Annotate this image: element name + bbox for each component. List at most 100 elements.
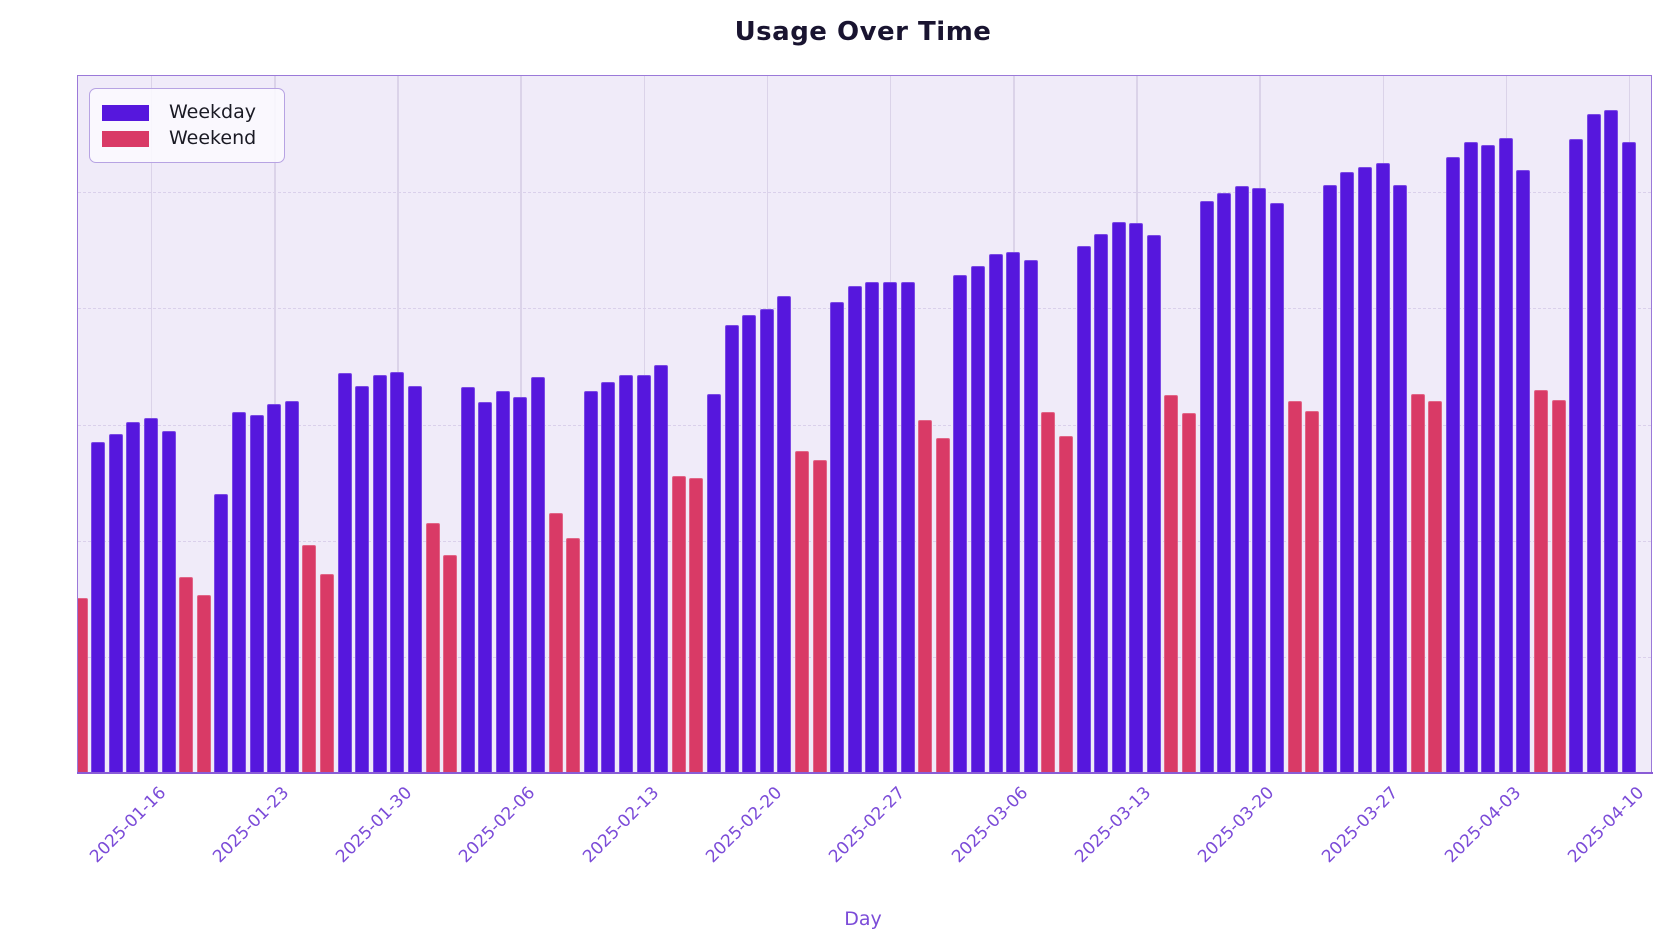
x-tick-label: 2025-02-27	[825, 783, 910, 868]
weekend-bar	[671, 475, 686, 773]
weekday-bar	[1111, 221, 1126, 773]
legend-item-weekday: Weekday	[102, 103, 274, 122]
x-tick-label: 2025-03-13	[1071, 783, 1156, 868]
weekend-bar	[548, 512, 563, 773]
x-tick-label: 2025-02-06	[455, 783, 540, 868]
weekday-bar	[337, 373, 352, 773]
weekend-bar	[1551, 399, 1566, 773]
weekday-bar	[531, 377, 546, 773]
weekend-swatch-icon	[102, 130, 149, 147]
weekday-bar	[1340, 171, 1355, 773]
weekday-bar	[1199, 200, 1214, 773]
weekend-bar	[1305, 410, 1320, 773]
weekday-bar	[390, 371, 405, 773]
weekday-bar	[988, 253, 1003, 773]
weekday-bar	[407, 385, 422, 773]
x-tick-label: 2025-03-06	[948, 783, 1033, 868]
weekday-bar	[1006, 251, 1021, 773]
weekday-bar	[900, 282, 915, 773]
weekday-bar	[1252, 187, 1267, 773]
legend-label-weekend: Weekend	[169, 127, 257, 149]
weekend-bar	[1533, 389, 1548, 773]
weekday-bar	[1375, 162, 1390, 773]
weekend-bar	[1164, 395, 1179, 773]
x-tick-label: 2025-01-30	[332, 783, 417, 868]
weekday-bar	[1076, 245, 1091, 773]
weekday-bar	[1586, 114, 1601, 773]
weekday-bar	[1358, 166, 1373, 773]
weekend-bar	[1041, 412, 1056, 773]
weekday-bar	[1234, 186, 1249, 773]
horizontal-gridline	[78, 192, 1651, 194]
weekday-bar	[953, 275, 968, 773]
weekday-bar	[1322, 184, 1337, 773]
weekday-bar	[1146, 234, 1161, 773]
chart-title: Usage Over Time	[734, 17, 992, 47]
weekday-bar	[267, 403, 282, 773]
weekday-bar	[355, 386, 370, 773]
weekday-bar	[214, 493, 229, 773]
weekend-bar	[443, 555, 458, 773]
weekday-bar	[249, 414, 264, 773]
weekend-bar	[1428, 401, 1443, 773]
weekday-bar	[161, 431, 176, 773]
x-tick-label: 2025-02-13	[578, 783, 663, 868]
weekday-bar	[970, 265, 985, 773]
weekday-bar	[1604, 110, 1619, 773]
weekday-bar	[583, 391, 598, 773]
weekday-bar	[865, 282, 880, 773]
weekend-bar	[425, 523, 440, 773]
weekday-bar	[1569, 139, 1584, 773]
weekday-bar	[108, 434, 123, 773]
weekend-bar	[794, 450, 809, 773]
x-tick-label: 2025-01-23	[209, 783, 294, 868]
weekday-bar	[284, 400, 299, 773]
weekday-bar	[742, 315, 757, 773]
weekend-bar	[179, 577, 194, 773]
weekday-bar	[1393, 184, 1408, 773]
horizontal-gridline	[78, 424, 1651, 426]
weekend-bar	[918, 420, 933, 773]
x-tick-label: 2025-02-20	[701, 783, 786, 868]
weekday-bar	[847, 286, 862, 773]
horizontal-gridline	[78, 540, 1651, 542]
x-tick-label: 2025-04-03	[1440, 783, 1525, 868]
weekday-bar	[91, 441, 106, 773]
weekday-bar	[143, 417, 158, 773]
weekday-bar	[1621, 142, 1636, 773]
weekday-bar	[126, 421, 141, 773]
legend-item-weekend: Weekend	[102, 129, 274, 148]
weekend-bar	[302, 545, 317, 773]
weekend-bar	[935, 438, 950, 773]
x-tick-label: 2025-04-10	[1564, 783, 1649, 868]
weekday-bar	[1217, 192, 1232, 773]
weekday-bar	[601, 381, 616, 773]
weekday-bar	[759, 308, 774, 773]
weekday-bar	[1094, 233, 1109, 773]
legend-label-weekday: Weekday	[169, 101, 257, 123]
weekday-bar	[372, 375, 387, 773]
weekend-bar	[812, 459, 827, 773]
weekday-bar	[619, 374, 634, 773]
weekday-bar	[460, 387, 475, 773]
weekday-bar	[1023, 260, 1038, 773]
weekday-bar	[1270, 202, 1285, 773]
weekday-bar	[654, 365, 669, 773]
legend: Weekday Weekend	[89, 88, 285, 163]
weekday-bar	[495, 391, 510, 773]
weekday-bar	[882, 282, 897, 773]
weekday-bar	[1498, 137, 1513, 773]
weekday-bar	[478, 402, 493, 773]
x-axis-line	[77, 772, 1653, 774]
weekend-bar	[689, 477, 704, 773]
weekday-bar	[1481, 144, 1496, 773]
weekday-bar	[1446, 156, 1461, 773]
weekday-bar	[1463, 141, 1478, 773]
plot-area	[77, 75, 1652, 774]
weekend-bar	[1182, 413, 1197, 773]
weekend-bar	[196, 595, 211, 773]
weekday-bar	[830, 301, 845, 773]
weekday-bar	[231, 412, 246, 773]
weekday-bar	[1129, 222, 1144, 773]
